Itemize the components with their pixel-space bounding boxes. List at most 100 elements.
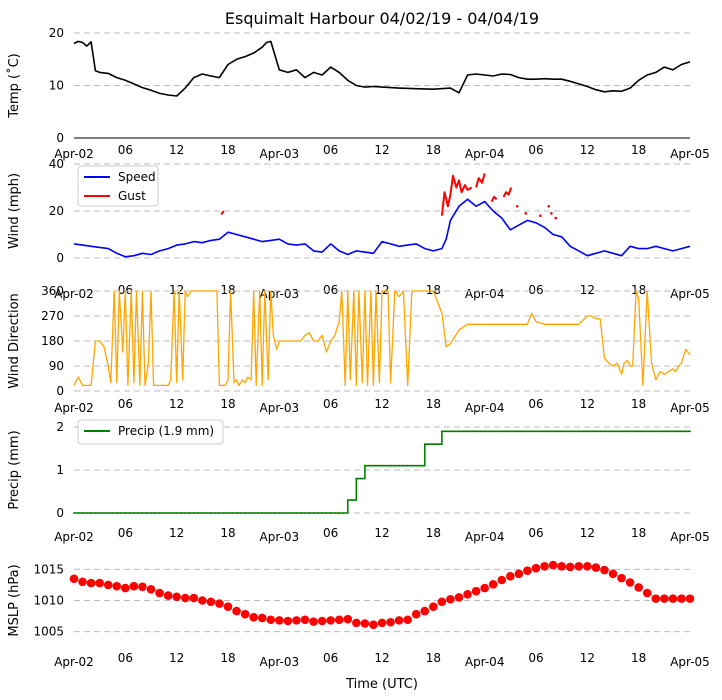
xtick-label-mslp-5: 06 [323,651,338,665]
chart-title: Esquimalt Harbour 04/02/19 - 04/04/19 [225,9,539,28]
series-precip-0-marker-56.5 [556,430,559,433]
series-mslp-0-marker-21 [249,612,258,622]
series-mslp-0-marker-62 [600,565,609,575]
series-mslp-0-marker-10 [155,588,164,598]
series-mslp-0-marker-9 [146,585,156,594]
series-precip-0-marker-44.5 [453,430,456,433]
series-mslp-0-marker-6 [121,583,130,593]
xtick-label-wind-10: 12 [580,283,595,297]
series-precip-0-marker-27 [304,512,306,514]
xtick-label-wdir-9: 06 [528,397,543,411]
series-precip-0-marker-31.5 [342,512,345,514]
xtick-label-mslp-1: 06 [118,651,133,665]
xtick-label-precip-9: 06 [528,526,543,540]
series-precip-0-marker-2.5 [94,512,97,514]
series-precip-0-marker-71.5 [684,430,687,433]
xtick-label-precip-4: Apr-03 [260,530,300,544]
series-wind-1 [220,173,513,216]
ytick-label-wdir-1: 90 [49,359,64,373]
xtick-label-wdir-4: Apr-03 [260,401,300,415]
series-precip-0-marker-59 [577,430,580,433]
series-precip-0-marker-42.5 [436,443,439,446]
series-mslp-0-marker-25 [283,616,293,626]
series-mslp-0-marker-4 [103,580,113,590]
xtick-label-wind-0: Apr-02 [54,287,94,301]
series-precip-0-marker-56 [552,430,555,433]
series-precip-0-marker-3 [98,512,101,514]
series-precip-0-marker-19.5 [239,512,242,514]
series-mslp-0-marker-32 [343,614,353,624]
xtick-label-mslp-3: 18 [220,651,235,665]
xtick-label-wdir-2: 12 [169,397,184,411]
xtick-label-temp-3: 18 [220,143,235,157]
ytick-label-mslp-0: 1005 [33,625,64,639]
xtick-label-mslp-8: Apr-04 [465,655,505,669]
series-precip-0-marker-68 [654,430,657,433]
series-precip-0-marker-10.5 [162,512,165,514]
series-precip-0-marker-54.5 [539,430,542,433]
series-mslp-0-marker-12 [172,592,181,602]
series-mslp-0-marker-33 [352,618,361,628]
series-precip-0-marker-42 [432,443,435,446]
series-mslp-0-marker-42 [429,602,438,612]
xtick-label-wdir-7: 18 [426,397,441,411]
legend-label-wind-0: Speed [118,170,156,184]
series-precip-0-marker-68.5 [659,430,661,433]
xtick-label-precip-8: Apr-04 [465,530,505,544]
series-precip-0-marker-62 [603,430,606,433]
series-precip-0-marker-64 [620,430,623,433]
series-mslp-0-marker-38 [394,616,404,625]
series-precip-0-marker-3.5 [103,512,105,514]
series-wind-2-dot-1 [524,212,528,215]
series-precip-0-marker-22 [261,512,264,514]
series-mslp-0-marker-51 [506,571,515,581]
panel-temp: 0 10 20 Apr-02 06 12 18 Apr-03 06 12 18 Apr-04 06 12 1… [6,26,710,161]
series-precip-0-marker-32 [346,499,349,501]
series-precip-0-marker-53.5 [530,430,533,433]
series-mslp-0-marker-18 [223,602,233,612]
xtick-label-temp-5: 06 [323,143,338,157]
ytick-label-precip-2: 2 [56,420,64,434]
xtick-label-mslp-0: Apr-02 [54,655,94,669]
series-precip-0-marker-24 [278,512,281,514]
panel-mslp: 1005 1010 1015 Apr-02 06 12 18 Apr-03 06 12 18 Apr-… [7,560,710,669]
series-mslp-0-marker-15 [198,596,207,605]
ytick-label-wdir-2: 180 [41,334,64,348]
legend-label-precip-0: Precip (1.9 mm) [118,424,214,438]
series-precip-0-marker-13 [184,512,187,514]
xtick-label-wdir-5: 06 [323,397,338,411]
series-precip-0-marker-69.5 [667,430,670,433]
series-precip-0-marker-26.5 [299,512,302,514]
series-mslp-0-marker-22 [257,613,267,623]
series-mslp-0-marker-1 [78,577,87,587]
series-precip-0-marker-44 [449,430,452,433]
series-mslp-0-marker-35 [369,620,378,630]
series-mslp-0-marker-36 [377,618,387,628]
xtick-label-temp-0: Apr-02 [54,147,94,161]
xtick-label-precip-12: Apr-05 [670,530,710,544]
series-mslp-0-marker-52 [514,569,524,579]
series-wind-0 [73,198,691,258]
series-mslp-0-marker-71 [677,594,686,603]
series-wind-2-dot-5 [554,216,557,220]
series-mslp-0-marker-31 [334,615,344,625]
series-precip-0-marker-55.5 [547,430,550,433]
series-precip-0-marker-50.5 [505,430,507,433]
series-mslp-0-marker-7 [129,581,139,591]
series-precip-0-marker-70 [671,430,674,433]
series-mslp-0-marker-60 [583,562,592,571]
series-precip-0-marker-11 [167,512,170,514]
series-mslp-0-marker-16 [206,597,216,607]
xtick-label-precip-1: 06 [118,526,133,540]
series-precip-0-marker-34.5 [368,464,371,467]
series-precip-0-marker-52 [517,430,520,433]
xtick-label-wind-2: 12 [169,283,184,297]
series-precip-0-marker-72 [689,430,691,433]
series-precip-0-marker-32.5 [351,499,353,501]
xtick-label-wdir-6: 12 [374,397,389,411]
series-wind-2-dot-2 [538,214,542,217]
series-precip-0-marker-66.5 [642,430,644,433]
xtick-label-mslp-11: 18 [631,651,646,665]
